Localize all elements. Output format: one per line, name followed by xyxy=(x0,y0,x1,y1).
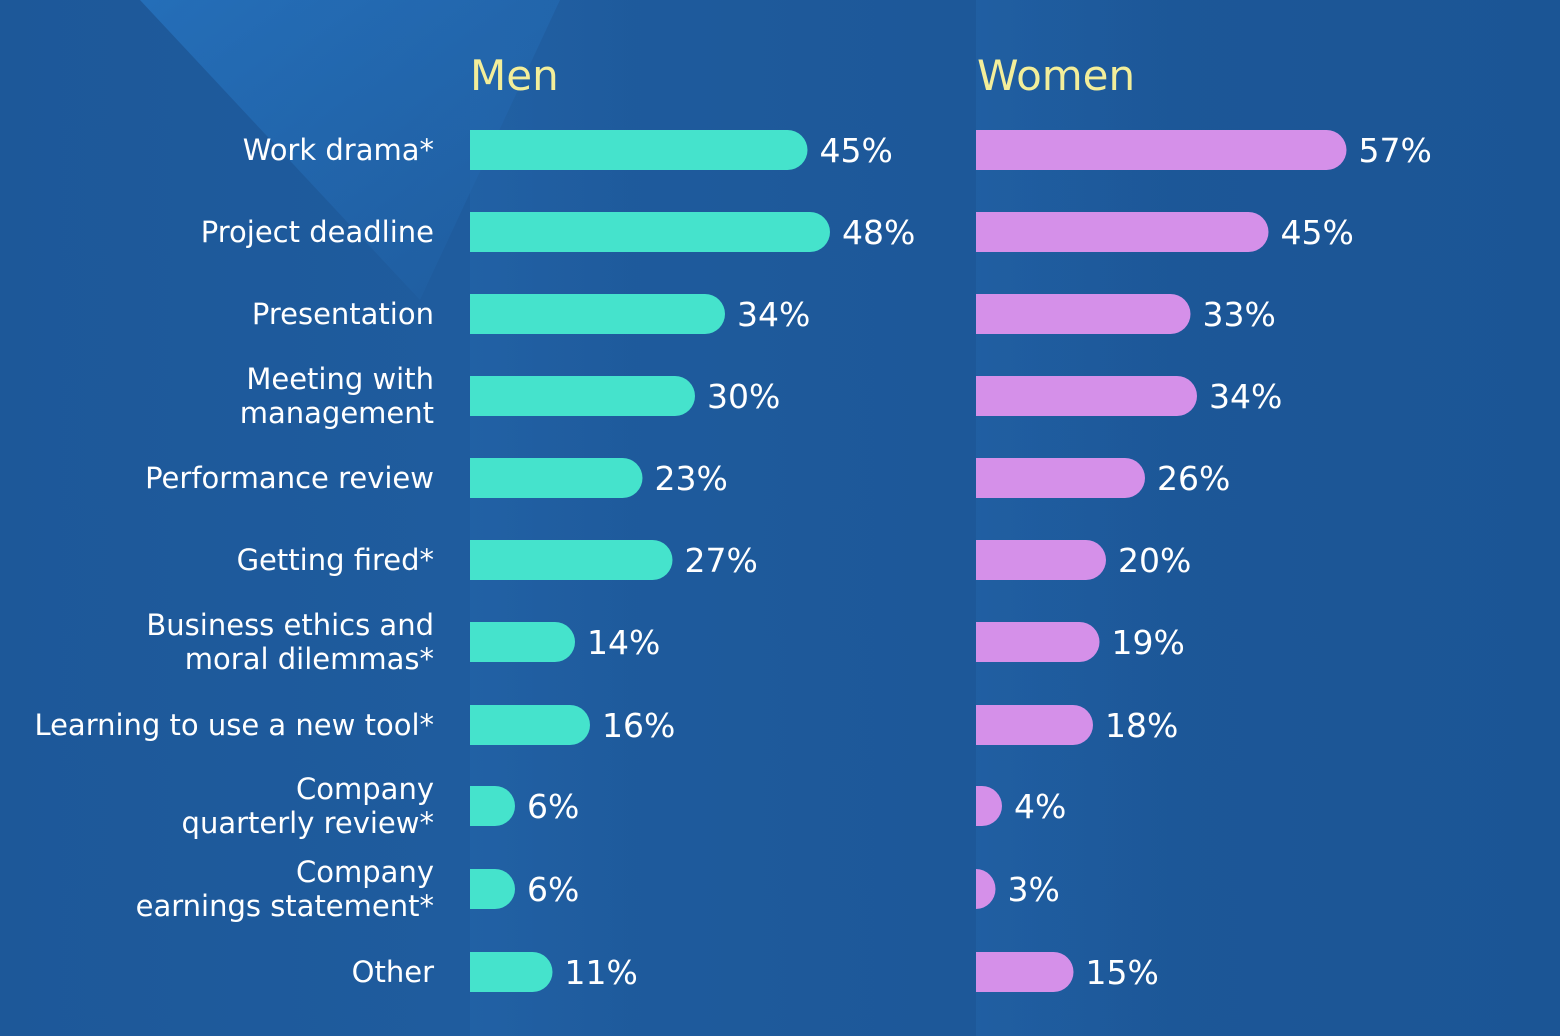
category-label: Work drama* xyxy=(243,133,434,167)
men-bar-5 xyxy=(470,540,673,580)
men-value-label-8: 6% xyxy=(527,787,579,826)
women-value-label-10: 15% xyxy=(1086,953,1159,992)
men-value-label-1: 48% xyxy=(842,213,915,252)
women-bar-7 xyxy=(976,705,1093,745)
women-bar-0 xyxy=(976,130,1347,170)
men-panel-shade xyxy=(470,0,630,1036)
category-label: Presentation xyxy=(252,297,434,331)
men-value-label-3: 30% xyxy=(707,377,780,416)
women-value-label-3: 34% xyxy=(1209,377,1282,416)
women-bar-2 xyxy=(976,294,1191,334)
women-value-label-0: 57% xyxy=(1359,131,1432,170)
women-bar-6 xyxy=(976,622,1100,662)
corner-decoration xyxy=(140,0,560,300)
women-bar-5 xyxy=(976,540,1106,580)
women-bar-8 xyxy=(976,786,1002,826)
men-value-label-10: 11% xyxy=(565,953,638,992)
women-series: 57% 45% 33% 34% 26% 20% 19% 18% 4% 3% 15% xyxy=(976,130,1432,992)
category-label: Business ethics and xyxy=(146,608,434,642)
men-value-label-0: 45% xyxy=(820,131,893,170)
women-bar-4 xyxy=(976,458,1145,498)
women-value-label-7: 18% xyxy=(1105,706,1178,745)
women-value-label-6: 19% xyxy=(1112,623,1185,662)
category-label: Company xyxy=(296,772,434,806)
panel-title-women: Women xyxy=(977,51,1135,100)
category-label: quarterly review* xyxy=(182,806,434,840)
men-bar-8 xyxy=(470,786,515,826)
category-label: Performance review xyxy=(145,461,434,495)
men-bar-9 xyxy=(470,869,515,909)
category-label: Meeting with xyxy=(246,362,434,396)
women-value-label-5: 20% xyxy=(1118,541,1191,580)
women-bar-1 xyxy=(976,212,1269,252)
men-series: 45% 48% 34% 30% 23% 27% 14% 16% 6% 6% 11% xyxy=(470,130,915,992)
panel-title-men: Men xyxy=(470,51,559,100)
men-value-label-7: 16% xyxy=(602,706,675,745)
men-bar-7 xyxy=(470,705,590,745)
category-label: Company xyxy=(296,855,434,889)
men-value-label-9: 6% xyxy=(527,870,579,909)
women-value-label-9: 3% xyxy=(1008,870,1060,909)
men-bar-3 xyxy=(470,376,695,416)
women-value-label-4: 26% xyxy=(1157,459,1230,498)
men-value-label-2: 34% xyxy=(737,295,810,334)
women-bar-9 xyxy=(976,869,996,909)
category-label: Learning to use a new tool* xyxy=(34,708,434,742)
men-bar-1 xyxy=(470,212,830,252)
category-label: earnings statement* xyxy=(136,889,434,923)
women-panel-shade xyxy=(976,0,1176,1036)
men-value-label-5: 27% xyxy=(685,541,758,580)
category-label: Getting fired* xyxy=(237,543,434,577)
men-bar-0 xyxy=(470,130,808,170)
men-value-label-6: 14% xyxy=(587,623,660,662)
women-value-label-1: 45% xyxy=(1281,213,1354,252)
men-bar-4 xyxy=(470,458,643,498)
category-labels: Work drama* Project deadline Presentation M… xyxy=(34,133,434,989)
women-bar-3 xyxy=(976,376,1197,416)
men-bar-6 xyxy=(470,622,575,662)
women-value-label-8: 4% xyxy=(1014,787,1066,826)
men-bar-2 xyxy=(470,294,725,334)
category-label: Project deadline xyxy=(201,215,434,249)
men-bar-10 xyxy=(470,952,553,992)
women-bar-10 xyxy=(976,952,1074,992)
men-value-label-4: 23% xyxy=(655,459,728,498)
category-label: management xyxy=(240,396,434,430)
category-label: Other xyxy=(352,955,434,989)
women-value-label-2: 33% xyxy=(1203,295,1276,334)
category-label: moral dilemmas* xyxy=(185,642,434,676)
